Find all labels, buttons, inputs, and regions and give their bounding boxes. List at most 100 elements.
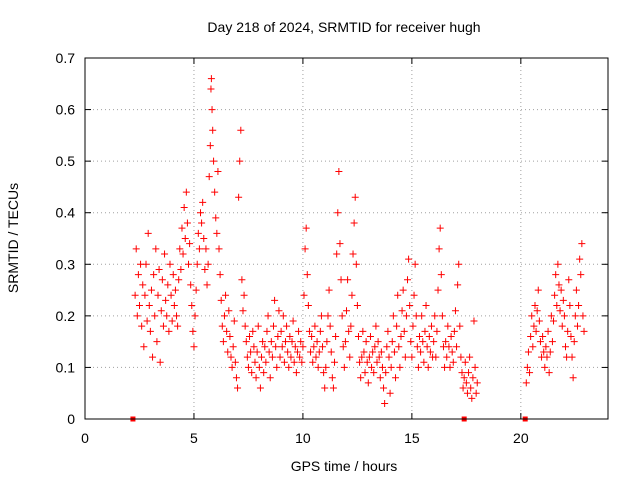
- data-point: [264, 312, 272, 320]
- data-point: [392, 374, 400, 382]
- data-point: [171, 286, 179, 294]
- data-point: [269, 322, 277, 330]
- data-point: [285, 363, 293, 371]
- data-point: [258, 353, 266, 361]
- data-point: [363, 358, 371, 366]
- data-point: [256, 384, 264, 392]
- data-point: [312, 353, 320, 361]
- data-point: [297, 338, 305, 346]
- data-point: [366, 332, 374, 340]
- data-point: [163, 312, 171, 320]
- data-point: [280, 358, 288, 366]
- data-point: [183, 219, 191, 227]
- data-point: [273, 363, 281, 371]
- data-point: [352, 260, 360, 268]
- data-point: [179, 250, 187, 258]
- data-point: [180, 204, 188, 212]
- data-point: [303, 271, 311, 279]
- data-point: [384, 327, 392, 335]
- data-point: [438, 312, 446, 320]
- data-point: [336, 240, 344, 248]
- data-point: [328, 374, 336, 382]
- data-point: [132, 245, 140, 253]
- data-point: [185, 260, 193, 268]
- data-point: [319, 343, 327, 351]
- data-point: [298, 358, 306, 366]
- data-point: [145, 302, 153, 310]
- data-point: [291, 343, 299, 351]
- data-point: [242, 338, 250, 346]
- data-point: [407, 338, 415, 346]
- data-point: [460, 374, 468, 382]
- data-point: [424, 363, 432, 371]
- data-point: [293, 348, 301, 356]
- data-point: [448, 348, 456, 356]
- data-point: [421, 327, 429, 335]
- data-point: [142, 260, 150, 268]
- grid-layer: [85, 58, 608, 419]
- data-point: [398, 307, 406, 315]
- data-point: [372, 322, 380, 330]
- data-point: [459, 384, 467, 392]
- data-point: [436, 224, 444, 232]
- data-point: [202, 245, 210, 253]
- data-point: [569, 374, 577, 382]
- data-point: [207, 85, 215, 93]
- data-point: [570, 338, 578, 346]
- data-point: [156, 358, 164, 366]
- data-point: [547, 312, 555, 320]
- data-point: [289, 317, 297, 325]
- data-point: [435, 245, 443, 253]
- data-point: [573, 322, 581, 330]
- data-point: [566, 302, 574, 310]
- data-point: [220, 312, 228, 320]
- data-point: [444, 322, 452, 330]
- data-point: [556, 307, 564, 315]
- data-point: [155, 265, 163, 273]
- data-point: [314, 363, 322, 371]
- data-point: [408, 353, 416, 361]
- data-point: [307, 348, 315, 356]
- data-point: [140, 343, 148, 351]
- data-point: [533, 307, 541, 315]
- data-point: [380, 384, 388, 392]
- data-point: [446, 363, 454, 371]
- data-point: [134, 271, 142, 279]
- data-point: [261, 343, 269, 351]
- data-point: [147, 286, 155, 294]
- data-point: [192, 286, 200, 294]
- y-tick-label: 0.7: [56, 50, 76, 66]
- data-point: [254, 322, 262, 330]
- data-point: [322, 363, 330, 371]
- data-point: [141, 291, 149, 299]
- data-point: [445, 343, 453, 351]
- data-point: [536, 338, 544, 346]
- data-point: [358, 353, 366, 361]
- data-point: [414, 363, 422, 371]
- data-points: [131, 75, 588, 408]
- data-point: [522, 379, 530, 387]
- data-point: [337, 276, 345, 284]
- data-point: [382, 369, 390, 377]
- data-point: [411, 260, 419, 268]
- data-point: [302, 224, 310, 232]
- data-point: [471, 363, 479, 371]
- data-point: [432, 353, 440, 361]
- data-point: [229, 343, 237, 351]
- data-point: [383, 343, 391, 351]
- data-point: [208, 106, 216, 114]
- data-point: [461, 358, 469, 366]
- data-point: [377, 348, 385, 356]
- data-point: [469, 374, 477, 382]
- data-point: [143, 317, 151, 325]
- data-point: [447, 332, 455, 340]
- data-point: [541, 363, 549, 371]
- data-point: [393, 322, 401, 330]
- data-point: [299, 343, 307, 351]
- data-point: [193, 260, 201, 268]
- data-point: [190, 343, 198, 351]
- data-point: [131, 291, 139, 299]
- data-point: [235, 193, 243, 201]
- data-point: [195, 245, 203, 253]
- data-point: [325, 286, 333, 294]
